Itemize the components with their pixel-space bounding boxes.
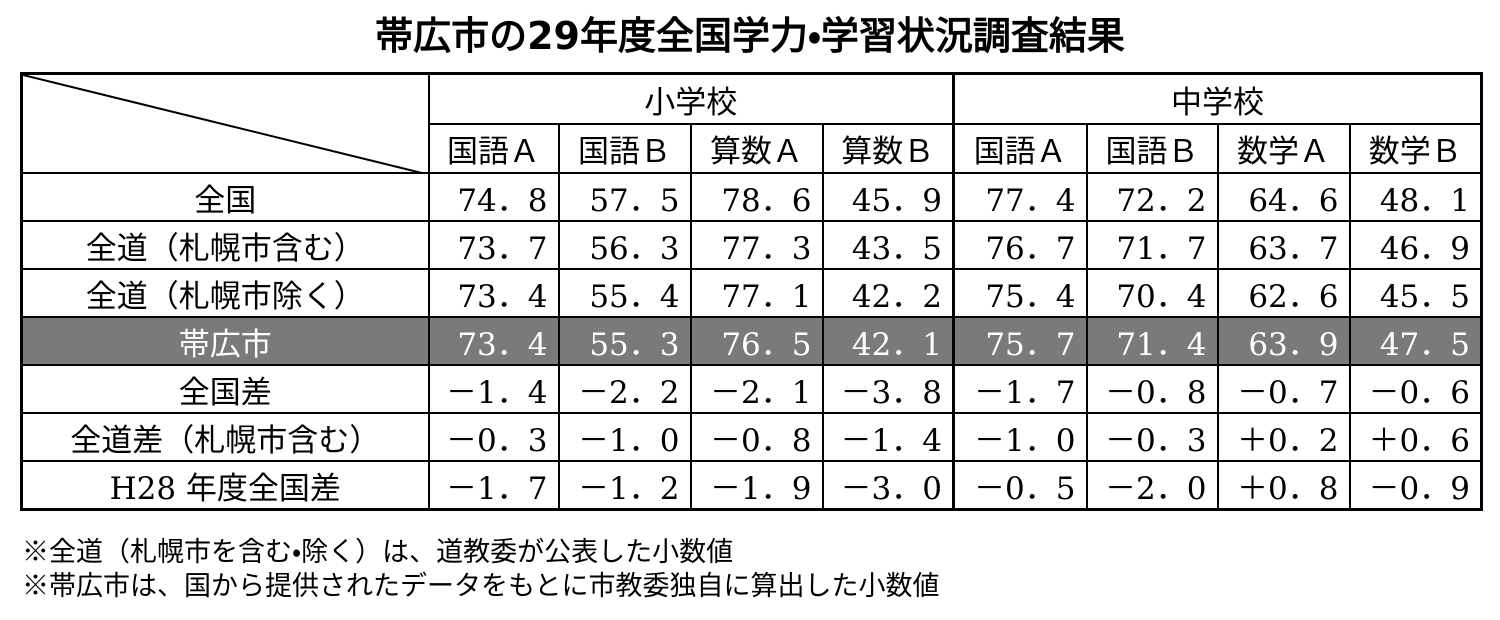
value-cell: 77．3 — [689, 220, 824, 270]
data-row: 全国差 －1．4 －2．2 －2．1 －3．8 －1．7 －0．8 －0．7 －0．6 — [20, 364, 1483, 414]
value-cell: 70．4 — [1085, 268, 1219, 318]
value-cell: ＋0．6 — [1348, 412, 1483, 462]
value-cell: 73．4 — [427, 268, 560, 318]
corner-cell — [20, 72, 430, 174]
value-cell: －2．1 — [689, 364, 824, 414]
value-cell: 72．2 — [1085, 172, 1219, 222]
value-cell: －0．3 — [427, 412, 560, 462]
subject-header: 数学Ｂ — [1348, 123, 1483, 174]
value-cell: 76．5 — [689, 316, 824, 366]
value-cell: －0．3 — [1085, 412, 1219, 462]
value-cell: －1．2 — [557, 460, 692, 511]
row-label: 全道（札幌市除く） — [20, 268, 430, 318]
subject-header: 算数Ｂ — [821, 123, 955, 174]
table-body: 小学校 中学校 国語Ａ 国語Ｂ 算数Ａ 算数Ｂ 国語Ａ 国語Ｂ 数学Ａ 数学Ｂ 全国 74．8 5… — [20, 72, 1483, 511]
row-label: 全国差 — [20, 364, 430, 414]
value-cell: 56．3 — [557, 220, 692, 270]
value-cell: －1．4 — [821, 412, 955, 462]
value-cell: 55．3 — [557, 316, 692, 366]
value-cell: －3．0 — [821, 460, 955, 511]
value-cell: 77．4 — [952, 172, 1088, 222]
subject-header: 算数Ａ — [689, 123, 824, 174]
value-cell: －1．7 — [427, 460, 560, 511]
value-cell: 63．9 — [1216, 316, 1351, 366]
row-label: 全道（札幌市含む） — [20, 220, 430, 270]
value-cell: 47．5 — [1348, 316, 1483, 366]
row-label: 全道差（札幌市含む） — [20, 412, 430, 462]
subject-header-row: 国語Ａ 国語Ｂ 算数Ａ 算数Ｂ 国語Ａ 国語Ｂ 数学Ａ 数学Ｂ — [22, 123, 1483, 174]
value-cell: 57．5 — [557, 172, 692, 222]
group-header: 小学校 — [427, 72, 955, 125]
value-cell: 76．7 — [952, 220, 1088, 270]
value-cell: 71．4 — [1085, 316, 1219, 366]
value-cell: 75．4 — [952, 268, 1088, 318]
value-cell: －0．9 — [1348, 460, 1483, 511]
value-cell: 55．4 — [557, 268, 692, 318]
data-row: 帯広市 73．4 55．3 76．5 42．1 75．7 71．4 63．9 47．5 — [20, 316, 1483, 366]
value-cell: －1．9 — [689, 460, 824, 511]
value-cell: ＋0．2 — [1216, 412, 1351, 462]
group-header: 中学校 — [952, 72, 1483, 125]
value-cell: 75．7 — [952, 316, 1088, 366]
value-cell: 73．4 — [427, 316, 560, 366]
row-label: 帯広市 — [20, 316, 430, 366]
value-cell: 74．8 — [427, 172, 560, 222]
subject-header: 国語Ａ — [427, 123, 560, 174]
subject-header: 国語Ａ — [952, 123, 1088, 174]
subject-header: 国語Ｂ — [1085, 123, 1219, 174]
value-cell: －2．2 — [557, 364, 692, 414]
value-cell: －1．0 — [557, 412, 692, 462]
value-cell: 62．6 — [1216, 268, 1351, 318]
data-row: 全道（札幌市含む） 73．7 56．3 77．3 43．5 76．7 71．7 63．7 46．… — [20, 220, 1483, 270]
value-cell: －1．7 — [952, 364, 1088, 414]
value-cell: －0．6 — [1348, 364, 1483, 414]
value-cell: －2．0 — [1085, 460, 1219, 511]
data-row: 全国 74．8 57．5 78．6 45．9 77．4 72．2 64．6 48．1 — [20, 172, 1483, 222]
group-header-row: 小学校 中学校 — [20, 72, 1483, 174]
data-row: 全道差（札幌市含む） －0．3 －1．0 －0．8 －1．4 －1．0 －0．3 ＋0．2 ＋0… — [20, 412, 1483, 462]
value-cell: －0．7 — [1216, 364, 1351, 414]
value-cell: －1．4 — [427, 364, 560, 414]
note: ※全道（札幌市を含む・除く）は、道教委が公表した小数値 — [22, 537, 734, 568]
value-cell: －3．8 — [821, 364, 955, 414]
row-label: H28 年度全国差 — [20, 460, 430, 511]
value-cell: －1．0 — [952, 412, 1088, 462]
note: ※帯広市は、国から提供されたデータをもとに市教委独自に算出した小数値 — [22, 571, 940, 602]
value-cell: －0．8 — [1085, 364, 1219, 414]
value-cell: 46．9 — [1348, 220, 1483, 270]
value-cell: 64．6 — [1216, 172, 1351, 222]
value-cell: 77．1 — [689, 268, 824, 318]
data-row: 全道（札幌市除く） 73．4 55．4 77．1 42．2 75．4 70．4 62．6 45．… — [20, 268, 1483, 318]
title: 帯広市の29年度全国学力・学習状況調査結果 — [375, 14, 1125, 58]
data-row: H28 年度全国差 －1．7 －1．2 －1．9 －3．0 －0．5 －2．0 ＋0．8 －0．… — [20, 460, 1483, 511]
subject-header: 数学Ａ — [1216, 123, 1351, 174]
value-cell: 63．7 — [1216, 220, 1351, 270]
value-cell: 45．5 — [1348, 268, 1483, 318]
value-cell: 42．2 — [821, 268, 955, 318]
diagonal — [23, 75, 418, 172]
results-table: 小学校 中学校 国語Ａ 国語Ｂ 算数Ａ 算数Ｂ 国語Ａ 国語Ｂ 数学Ａ 数学Ｂ 全国 74．8 5… — [20, 72, 1483, 511]
value-cell: 78．6 — [689, 172, 824, 222]
value-cell: 42．1 — [821, 316, 955, 366]
row-label: 全国 — [20, 172, 430, 222]
value-cell: －0．5 — [952, 460, 1088, 511]
value-cell: －0．8 — [689, 412, 824, 462]
value-cell: 73．7 — [427, 220, 560, 270]
value-cell: 48．1 — [1348, 172, 1483, 222]
subject-header: 国語Ｂ — [557, 123, 692, 174]
value-cell: 45．9 — [821, 172, 955, 222]
value-cell: 43．5 — [821, 220, 955, 270]
value-cell: 71．7 — [1085, 220, 1219, 270]
value-cell: ＋0．8 — [1216, 460, 1351, 511]
